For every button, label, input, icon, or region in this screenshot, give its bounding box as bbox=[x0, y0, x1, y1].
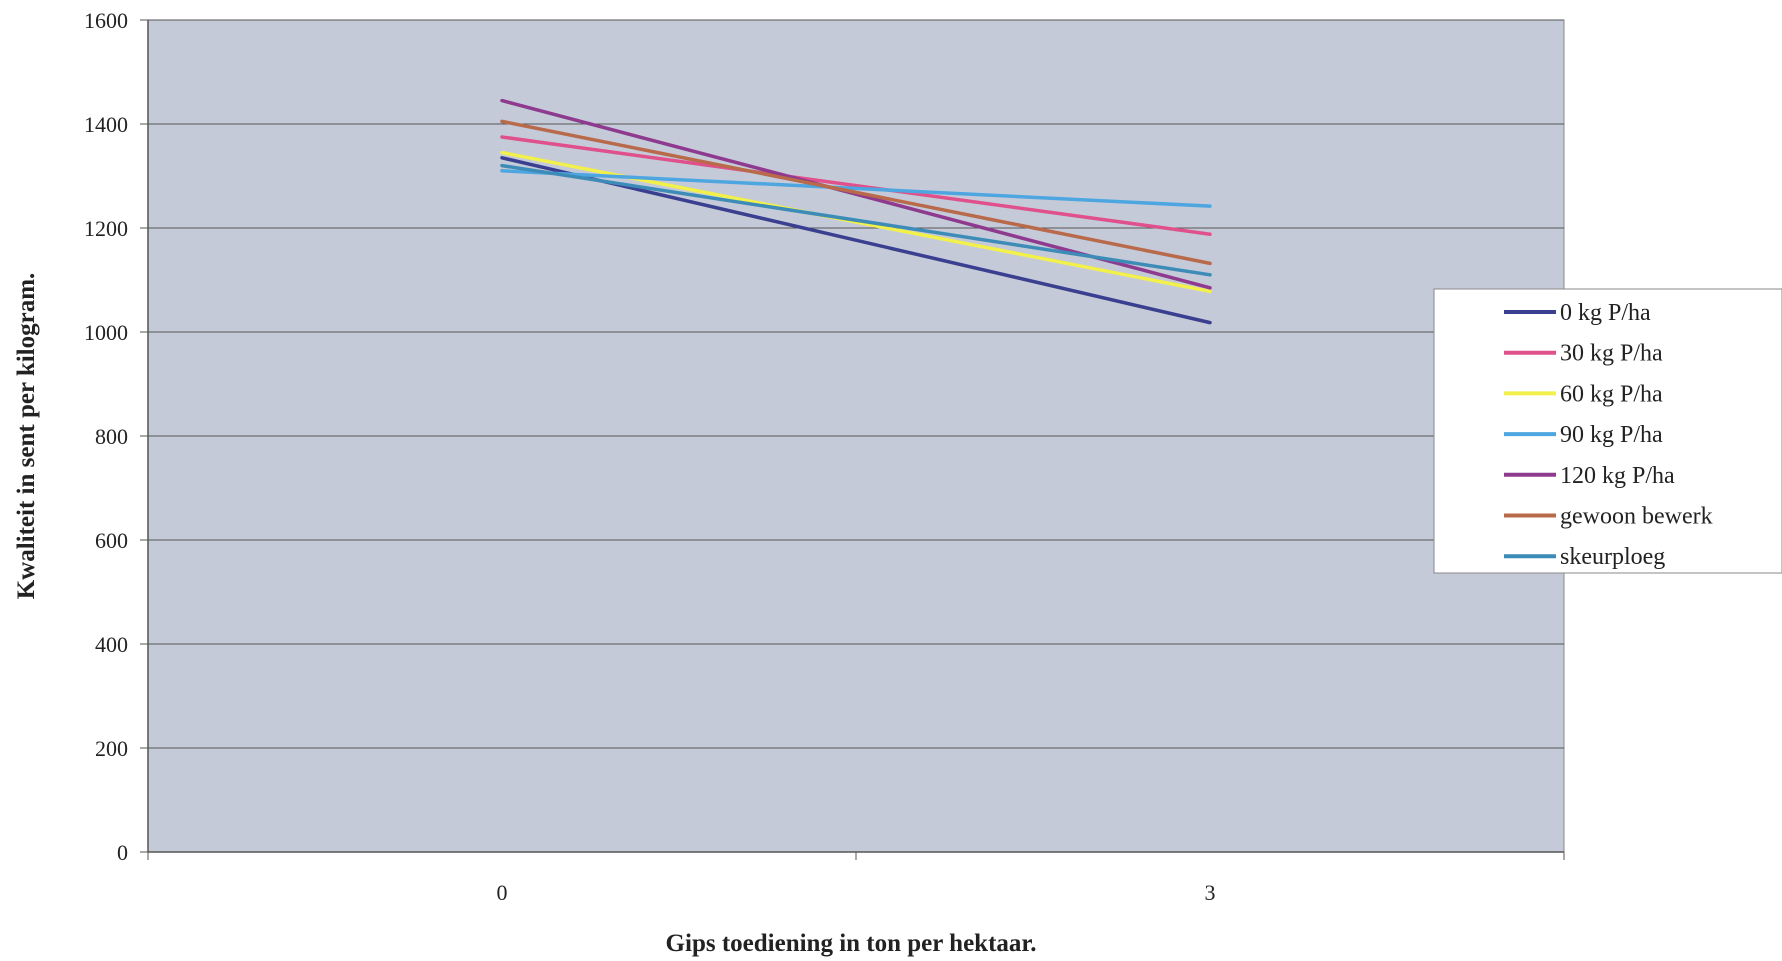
y-tick-label: 1600 bbox=[84, 8, 128, 33]
x-tick-label: 0 bbox=[497, 880, 508, 905]
legend-box bbox=[1433, 288, 1782, 574]
y-axis-tick-labels: 0 200 400 600 800 1000 1200 1400 1600 bbox=[84, 8, 148, 865]
y-tick-label: 1400 bbox=[84, 112, 128, 137]
y-tick-label: 600 bbox=[95, 528, 128, 553]
y-axis-title: Kwaliteit in sent per kilogram. bbox=[13, 273, 40, 600]
legend: 0 kg P/ha 30 kg P/ha 60 kg P/ha 90 kg P/ha 1… bbox=[1433, 288, 1782, 574]
series-line-5 bbox=[500, 119, 1212, 266]
series-lines bbox=[500, 98, 1212, 325]
x-axis-title: Gips toediening in ton per hektaar. bbox=[666, 930, 1037, 957]
legend-items: 0 kg P/ha 30 kg P/ha 60 kg P/ha 90 kg P/ha 1… bbox=[1504, 300, 1713, 570]
y-tick-label: 200 bbox=[95, 736, 128, 761]
y-tick-label: 0 bbox=[117, 840, 128, 865]
y-tick-label: 1200 bbox=[84, 216, 128, 241]
series-line-3 bbox=[500, 169, 1212, 208]
gridlines bbox=[148, 19, 1564, 749]
legend-label: 60 kg P/ha bbox=[1560, 381, 1663, 407]
x-tick-label: 3 bbox=[1205, 880, 1216, 905]
y-tick-label: 400 bbox=[95, 632, 128, 657]
y-tick-label: 800 bbox=[95, 424, 128, 449]
y-tick-label: 1000 bbox=[84, 320, 128, 345]
legend-label: 120 kg P/ha bbox=[1560, 463, 1675, 489]
legend-label: 90 kg P/ha bbox=[1560, 422, 1663, 448]
legend-label: gewoon bewerk bbox=[1560, 504, 1713, 530]
legend-label: 30 kg P/ha bbox=[1560, 341, 1663, 367]
series-line-6 bbox=[500, 163, 1212, 277]
legend-label: skeurploeg bbox=[1560, 544, 1665, 570]
series-line-1 bbox=[500, 135, 1212, 236]
legend-label: 0 kg P/ha bbox=[1560, 300, 1651, 326]
